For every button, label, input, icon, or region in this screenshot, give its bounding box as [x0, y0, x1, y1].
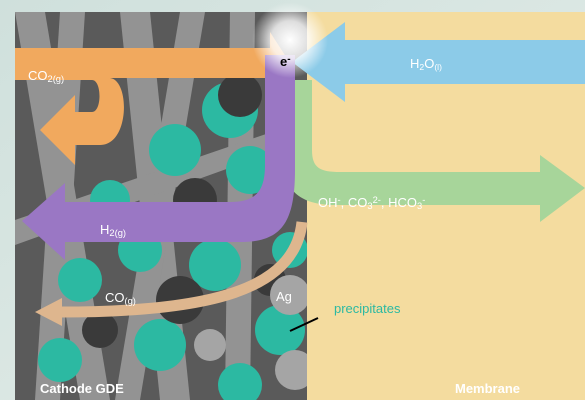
- co-arrow-head: [35, 298, 62, 326]
- ion-arrow: [282, 80, 585, 222]
- membrane-label: Membrane: [455, 381, 520, 396]
- label-part: e: [280, 54, 287, 69]
- ions-label: OH-, CO32-, HCO3-: [318, 195, 425, 211]
- silver-label: Ag: [276, 289, 292, 304]
- precipitates-label: precipitates: [334, 301, 401, 316]
- water-label: H2O(l): [410, 56, 442, 72]
- label-part: CO: [105, 290, 125, 305]
- water-arrow: [292, 22, 585, 102]
- pointer-line: [289, 317, 319, 332]
- label-part: , HCO: [381, 195, 417, 210]
- label-part: CO: [28, 68, 48, 83]
- label-part: (l): [434, 62, 442, 72]
- co2-arrow: [15, 32, 290, 165]
- label-part: H: [100, 222, 109, 237]
- label-part: Membrane: [455, 381, 520, 396]
- label-part: 3: [367, 201, 372, 211]
- label-part: H: [410, 56, 419, 71]
- label-part: -: [287, 54, 290, 65]
- hydrogen-label: H2(g): [100, 222, 126, 238]
- label-part: 3: [417, 201, 422, 211]
- label-part: O: [424, 56, 434, 71]
- label-part: Ag: [276, 289, 292, 304]
- label-part: 2(g): [48, 74, 65, 84]
- electron-glow: [252, 2, 328, 78]
- label-part: -: [338, 195, 341, 205]
- electron-label: e-: [280, 54, 291, 69]
- label-part: 2: [419, 62, 424, 72]
- hydrogen-arrow: [22, 55, 295, 260]
- label-part: 2-: [373, 195, 381, 205]
- label-part: -: [422, 195, 425, 205]
- label-part: precipitates: [334, 301, 401, 316]
- label-part: (g): [125, 296, 136, 306]
- label-part: Cathode GDE: [40, 381, 124, 396]
- cathode-label: Cathode GDE: [40, 381, 124, 396]
- co-arrow: [59, 221, 308, 318]
- label-part: OH: [318, 195, 338, 210]
- co-label: CO(g): [105, 290, 136, 306]
- label-part: 2(g): [109, 228, 126, 238]
- label-part: , CO: [341, 195, 368, 210]
- co2-label: CO2(g): [28, 68, 64, 84]
